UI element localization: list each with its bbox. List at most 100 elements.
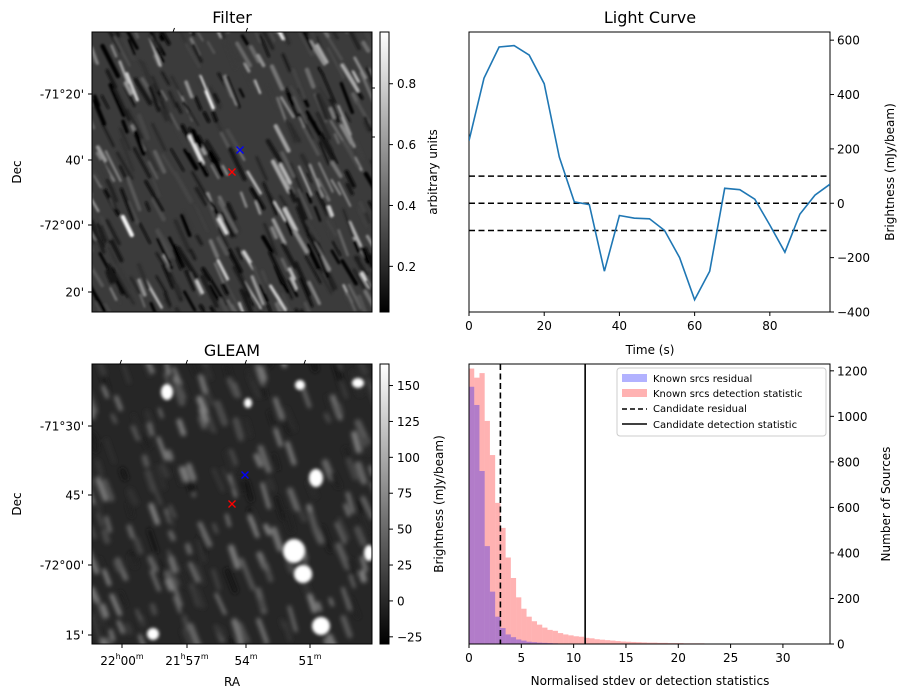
filter-streak (126, 201, 140, 225)
gleam-colorbar-tick-label: 25 (397, 559, 412, 573)
filter-streak (260, 269, 269, 284)
filter-streak (192, 314, 195, 321)
filter-streak (310, 315, 325, 339)
filter-streak (232, 265, 251, 298)
filter-streak (351, 70, 360, 83)
filter-streak (363, 120, 370, 132)
detection-statistic-bar (589, 638, 595, 644)
gleam-noise-streak (92, 480, 95, 491)
gleam-noise-streak (345, 457, 359, 481)
filter-y-ticks: -71°20' 40' -72°00' 20' (40, 88, 92, 300)
gleam-noise-streak (257, 365, 268, 382)
filter-streak (113, 36, 131, 67)
filter-streak (344, 60, 358, 85)
filter-streak (361, 248, 372, 271)
filter-image-frame (91, 31, 373, 313)
gleam-noise-streak (206, 411, 217, 434)
gleam-noise-streak (108, 628, 116, 642)
filter-streak (100, 94, 110, 110)
filter-streak (206, 41, 216, 55)
filter-streak (157, 32, 165, 42)
filter-streak (235, 41, 253, 68)
gleam-noise-streak (370, 392, 372, 401)
gleam-noise-streak (122, 364, 131, 384)
filter-streak (305, 243, 323, 275)
filter-streak (71, 174, 76, 183)
gleam-noise-streak (180, 629, 189, 644)
detection-statistic-bar (495, 502, 501, 644)
light-curve-x-tick-label: 40 (612, 319, 627, 333)
gleam-noise-streak (92, 601, 106, 627)
gleam-image-texture (92, 364, 372, 644)
filter-streak (160, 90, 168, 101)
filter-streak (73, 233, 79, 244)
filter-streak (287, 7, 296, 29)
gleam-noise-streak (159, 463, 170, 479)
gleam-colorbar-ticks: −25 0 25 50 75 100 125 150 (389, 379, 422, 644)
filter-streak (216, 259, 230, 281)
gleam-x-tick-label: 22h00m (100, 652, 144, 668)
detection-statistic-bar (516, 597, 522, 644)
filter-streak (254, 200, 262, 215)
gleam-noise-streak (172, 366, 184, 389)
gleam-noise-streak (237, 621, 251, 644)
filter-streak (188, 126, 197, 144)
filter-streak (147, 160, 159, 180)
gleam-noise-streak (227, 448, 238, 466)
filter-streak (337, 104, 352, 136)
gleam-noise-streak (285, 441, 297, 466)
gleam-x-tick-label: 54m (234, 652, 257, 668)
gleam-noise-streak (149, 569, 161, 592)
gleam-noise-streak (321, 459, 335, 481)
filter-streak (256, 53, 266, 68)
gleam-noise-streak (368, 465, 372, 477)
gleam-noise-streak (101, 385, 109, 399)
filter-streak (99, 215, 113, 241)
filter-streak (210, 164, 220, 180)
histogram-legend: Known srcs residual Known srcs detection… (616, 367, 827, 437)
gleam-noise-streak (359, 510, 371, 533)
filter-streak (306, 192, 313, 204)
gleam-y-ticks: -71°30' 45' -72°00' 15' (40, 420, 92, 643)
histogram-y-ticks: 0 200 400 600 800 1000 1200 (830, 364, 868, 652)
gleam-marker-blue (241, 471, 249, 479)
gleam-noise-streak (273, 427, 283, 448)
light-curve-x-tick-label: 80 (762, 319, 777, 333)
gleam-noise-streak (356, 423, 366, 447)
gleam-noise-streak (156, 436, 168, 461)
gleam-noise-streak (237, 477, 247, 494)
filter-streak (94, 301, 102, 312)
gleam-noise-streak (267, 410, 276, 426)
gleam-noise-streak (358, 366, 365, 377)
gleam-noise-streak (198, 407, 210, 426)
filter-streak (229, 311, 230, 312)
gleam-colorbar (379, 363, 390, 645)
gleam-noise-streak (224, 513, 232, 528)
residual-bar (531, 642, 538, 644)
filter-streak (78, 55, 87, 75)
filter-streak (305, 172, 313, 183)
filter-streak (108, 246, 118, 264)
gleam-noise-streak (143, 364, 152, 377)
gleam-noise-streak (182, 629, 192, 644)
filter-streak (325, 219, 337, 237)
filter-streak (175, 101, 183, 114)
gleam-noise-streak (330, 394, 343, 421)
residual-bar (516, 639, 522, 644)
filter-streak (353, 56, 368, 80)
filter-streak (189, 271, 201, 297)
gleam-noise-streak (307, 594, 318, 614)
filter-streak (221, 164, 229, 176)
filter-streak (70, 12, 76, 23)
detection-statistic-bar (584, 637, 590, 644)
filter-streak (337, 181, 352, 207)
filter-streak (249, 186, 266, 211)
filter-streak (197, 161, 209, 177)
filter-streak (119, 187, 135, 222)
filter-streak (152, 178, 161, 198)
filter-streak (327, 205, 334, 218)
gleam-noise-streak (263, 523, 272, 536)
filter-y-tick-label: -71°20' (40, 88, 84, 102)
gleam-noise-streak (92, 392, 98, 408)
